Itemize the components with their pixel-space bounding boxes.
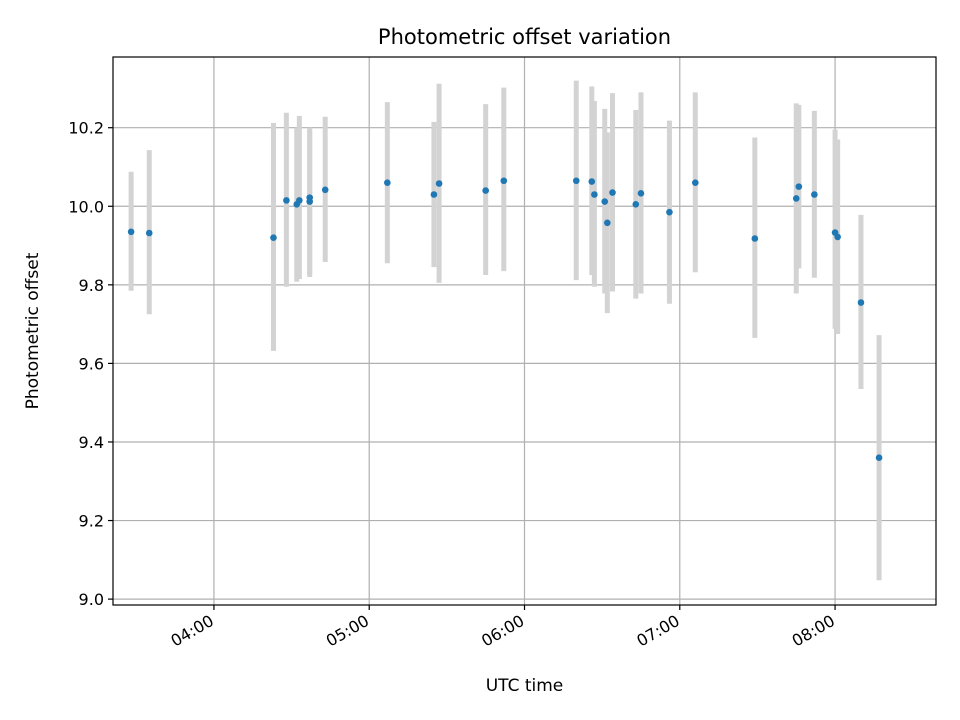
y-tick-label: 9.2 — [79, 512, 104, 531]
y-tick-label: 10.0 — [68, 197, 104, 216]
data-point — [270, 234, 277, 242]
data-point — [666, 208, 673, 216]
data-point — [692, 179, 699, 187]
data-point — [875, 454, 883, 461]
data-point — [384, 179, 391, 187]
data-point — [834, 233, 841, 241]
data-point — [145, 229, 153, 237]
data-point — [591, 191, 598, 198]
point-layer — [127, 177, 883, 461]
y-tick-label: 9.4 — [79, 433, 104, 452]
y-tick-label: 10.2 — [68, 119, 104, 138]
data-point — [857, 299, 865, 306]
data-point — [296, 197, 303, 204]
data-point — [792, 195, 800, 202]
y-tick-label: 9.8 — [79, 276, 104, 295]
y-axis-title: Photometric offset — [23, 252, 43, 409]
data-point — [435, 180, 443, 187]
y-tick-label: 9.0 — [79, 590, 104, 609]
data-point — [795, 183, 803, 190]
chart-title: Photometric offset variation — [378, 25, 671, 49]
data-point — [601, 198, 609, 205]
y-tick-label: 9.6 — [79, 354, 104, 373]
data-point — [632, 201, 640, 208]
data-point — [637, 190, 645, 197]
data-point — [430, 191, 438, 198]
x-axis-title: UTC time — [486, 676, 564, 696]
data-point — [127, 228, 135, 236]
data-point — [306, 198, 313, 205]
data-point — [283, 197, 290, 204]
data-point — [500, 177, 508, 185]
grid-layer — [113, 57, 936, 605]
data-point — [604, 219, 611, 227]
data-point — [572, 177, 580, 185]
data-point — [811, 191, 818, 198]
data-point — [751, 235, 759, 242]
data-point — [588, 178, 596, 185]
data-point — [321, 186, 329, 194]
data-point — [609, 189, 616, 196]
data-point — [482, 187, 489, 194]
